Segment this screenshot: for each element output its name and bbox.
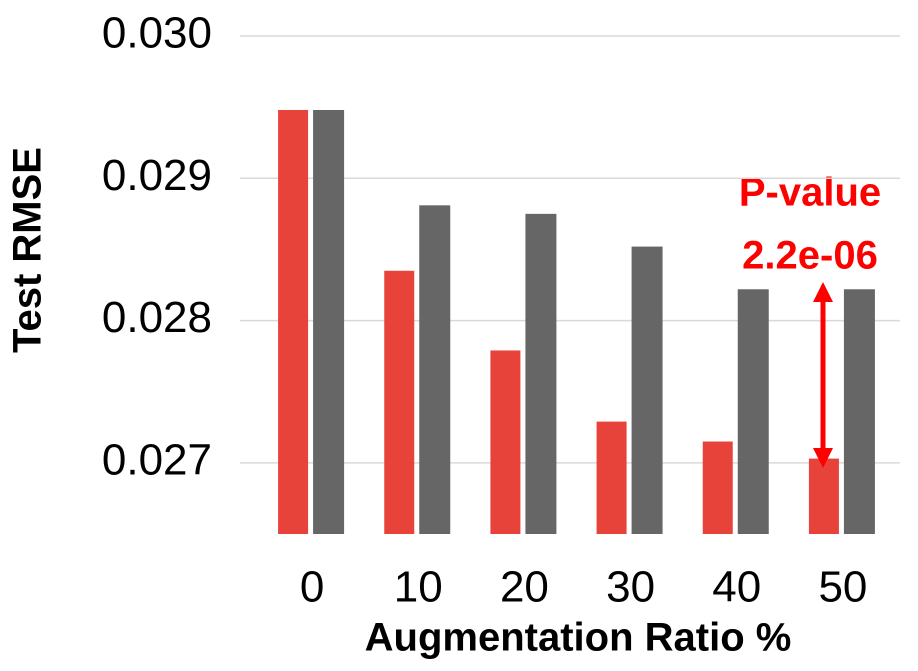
x-tick-label: 20 — [500, 563, 549, 612]
bar — [313, 109, 345, 534]
x-tick-label: 30 — [606, 563, 655, 612]
bar — [525, 213, 557, 534]
annotation: P-value — [739, 171, 881, 215]
x-tick-label: 50 — [818, 563, 867, 612]
bar — [278, 109, 309, 534]
y-tick-label: 0.028 — [102, 293, 212, 342]
bar — [737, 289, 769, 534]
bar — [702, 441, 733, 534]
bar — [419, 205, 451, 534]
bar — [631, 246, 663, 534]
bar — [843, 289, 875, 534]
y-tick-label: 0.030 — [102, 9, 212, 58]
x-tick-label: 40 — [712, 563, 761, 612]
x-tick-label: 10 — [394, 563, 443, 612]
bar — [808, 458, 839, 534]
x-tick-label: 0 — [300, 563, 324, 612]
y-tick-label: 0.029 — [102, 151, 212, 200]
y-axis-title: Test RMSE — [6, 147, 50, 353]
x-axis-title: Augmentation Ratio % — [365, 616, 792, 660]
annotation: 2.2e-06 — [742, 234, 878, 278]
bar — [596, 421, 627, 534]
y-tick-label: 0.027 — [102, 435, 212, 484]
bar — [490, 350, 521, 534]
bar — [384, 270, 415, 534]
